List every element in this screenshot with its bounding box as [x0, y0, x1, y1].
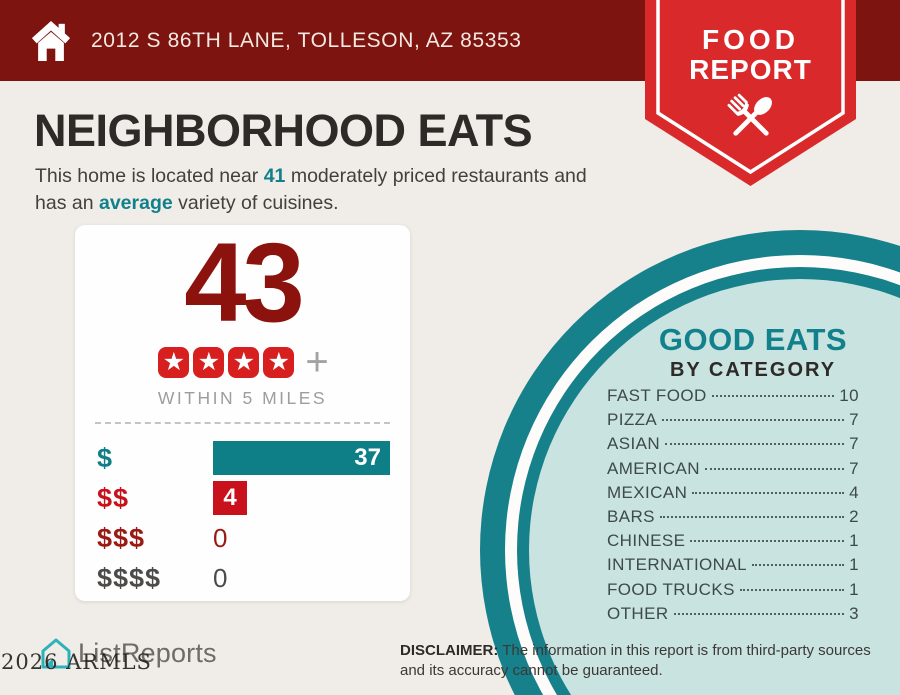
- star-icon: ★: [193, 346, 225, 378]
- category-row: OTHER 3: [607, 604, 859, 628]
- food-report-badge: FOOD REPORT: [645, 0, 856, 187]
- restaurant-count-card: 43 ★ ★ ★ ★ + WITHIN 5 MILES $37 $$ 4 $$$ 0 $$$$ 0: [75, 225, 410, 601]
- category-count: 1: [849, 531, 859, 551]
- dotted-leader: [662, 419, 845, 422]
- category-row: BARS 2: [607, 507, 859, 531]
- category-count: 1: [849, 555, 859, 575]
- summary-text: This home is located near 41 moderately …: [35, 163, 655, 217]
- summary-part: moderately priced restaurants and: [290, 165, 587, 187]
- category-name: FAST FOOD: [607, 386, 707, 405]
- dotted-leader: [692, 491, 845, 494]
- disclaimer-label: DISCLAIMER:: [400, 642, 499, 659]
- category-name: BARS: [607, 506, 655, 526]
- price-bars: $37 $$ 4 $$$ 0 $$$$ 0: [75, 438, 410, 598]
- category-count: 4: [849, 482, 859, 502]
- disclaimer: DISCLAIMER: The information in this repo…: [400, 641, 872, 680]
- summary-part: has an: [35, 191, 94, 214]
- bar-zone: 0: [213, 563, 410, 594]
- category-name: AMERICAN: [607, 458, 700, 478]
- listreports-logo: ListReports: [40, 637, 217, 670]
- price-row: $37: [75, 438, 410, 478]
- category-count: 3: [849, 603, 859, 623]
- bar-zone: 4: [213, 481, 410, 515]
- bar-zone: 37: [213, 441, 410, 475]
- radius-label: WITHIN 5 MILES: [157, 388, 328, 408]
- restaurant-count-inline: 41: [263, 165, 286, 187]
- stars-row: ★ ★ ★ ★ +: [75, 342, 410, 382]
- price-bar: 4: [213, 481, 247, 515]
- category-name: OTHER: [607, 603, 669, 623]
- home-icon: [31, 20, 71, 61]
- price-row: $$$ 0: [75, 518, 410, 558]
- category-row: PIZZA 7: [607, 410, 859, 434]
- zero-value: 0: [213, 562, 228, 593]
- dotted-leader: [673, 612, 845, 615]
- page-title: NEIGHBORHOOD EATS: [34, 105, 533, 156]
- star-icon: ★: [263, 346, 295, 378]
- price-row: $$$$ 0: [75, 558, 410, 598]
- dotted-leader: [659, 515, 845, 518]
- price-bar: 37: [213, 441, 390, 475]
- zero-value: 0: [213, 522, 228, 553]
- price-level-label: $$: [97, 482, 130, 513]
- category-count: 7: [849, 434, 859, 454]
- category-row: AMERICAN 7: [607, 459, 859, 483]
- summary-part: variety of cuisines.: [178, 191, 339, 214]
- category-name: FOOD TRUCKS: [607, 579, 735, 599]
- price-level-label: $$$: [97, 522, 146, 553]
- category-name: ASIAN: [607, 434, 661, 454]
- category-row: CHINESE 1: [607, 531, 859, 555]
- dotted-leader: [739, 588, 845, 591]
- bar-zone: 0: [213, 523, 410, 554]
- dotted-leader: [665, 443, 845, 446]
- category-name: INTERNATIONAL: [607, 555, 747, 575]
- variety-rating-inline: average: [98, 191, 173, 214]
- category-list: FAST FOOD 10 PIZZA 7 ASIAN 7 AMERICAN 7 MEXICAN 4…: [607, 386, 859, 628]
- star-icon: ★: [228, 346, 260, 378]
- dotted-leader: [690, 540, 845, 543]
- dashed-divider: [95, 422, 390, 424]
- category-count: 7: [849, 410, 859, 430]
- total-restaurants-number: 43: [184, 220, 305, 345]
- listreports-house-icon: [41, 638, 71, 669]
- category-name: PIZZA: [607, 410, 658, 430]
- category-row: MEXICAN 4: [607, 483, 859, 507]
- price-level-label: $: [97, 442, 114, 473]
- listreports-logo-text: ListReports: [78, 638, 217, 668]
- category-row: FAST FOOD 10: [607, 386, 859, 410]
- badge-title-line2: REPORT: [689, 54, 812, 85]
- price-level-label: $$$$: [97, 562, 162, 593]
- star-icon: ★: [158, 346, 190, 378]
- disclaimer-text: The information in this report is from t…: [400, 642, 871, 679]
- price-row: $$ 4: [75, 478, 410, 518]
- category-count: 7: [849, 458, 859, 478]
- dotted-leader: [704, 467, 845, 470]
- good-eats-subtitle: BY CATEGORY: [669, 359, 837, 381]
- dotted-leader: [711, 395, 835, 397]
- property-address: 2012 S 86TH LANE, TOLLESON, AZ 85353: [91, 28, 522, 52]
- category-count: 1: [849, 579, 859, 599]
- good-eats-title: GOOD EATS: [658, 322, 848, 357]
- dotted-leader: [751, 564, 845, 567]
- plus-sign: +: [305, 340, 329, 384]
- category-row: FOOD TRUCKS 1: [607, 580, 859, 604]
- armls-watermark: 2026 ARMLS: [1, 650, 152, 674]
- ribbon-shape: [645, 0, 856, 186]
- category-row: INTERNATIONAL 1: [607, 555, 859, 579]
- crossed-spoon-fork-icon: [727, 93, 772, 136]
- category-count: 2: [849, 506, 859, 526]
- summary-part: This home is located near: [35, 165, 259, 187]
- category-count: 10: [839, 386, 859, 405]
- category-name: CHINESE: [607, 531, 686, 551]
- category-row: ASIAN 7: [607, 434, 859, 458]
- category-name: MEXICAN: [607, 482, 688, 502]
- badge-title-line1: FOOD: [702, 24, 799, 55]
- good-eats-panel: GOOD EATS BY CATEGORY: [580, 322, 900, 382]
